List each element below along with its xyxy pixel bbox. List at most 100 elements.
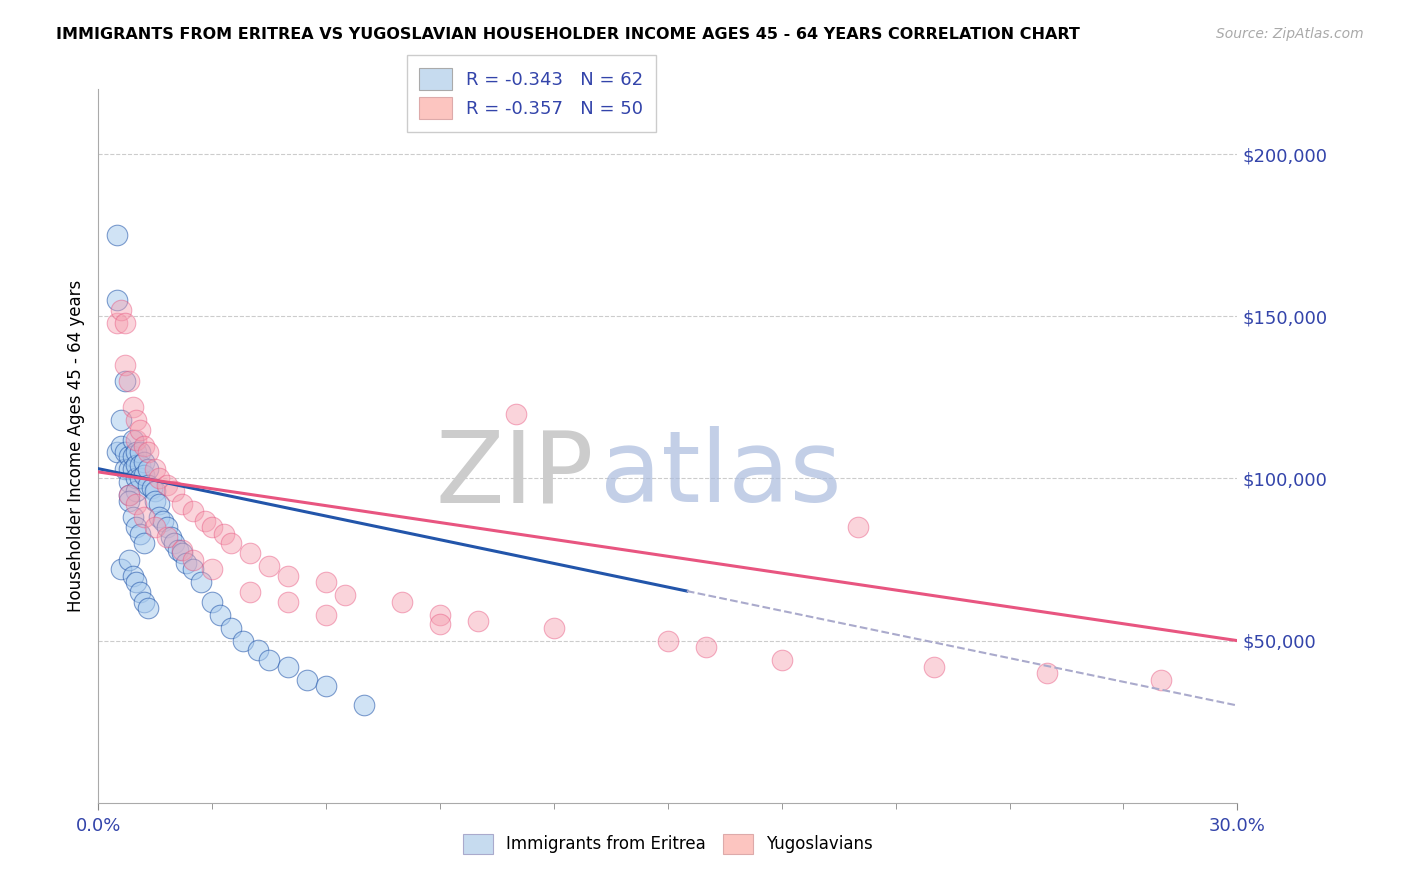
Point [167,542,190,557]
Point [118,461,141,475]
Point [118,374,141,388]
Point [125,445,148,459]
Point [170,542,193,557]
Point [277,659,299,673]
Point [114,461,136,475]
Point [212,526,235,541]
Point [136,461,159,475]
Text: IMMIGRANTS FROM ERITREA VS YUGOSLAVIAN HOUSEHOLDER INCOME AGES 45 - 64 YEARS COR: IMMIGRANTS FROM ERITREA VS YUGOSLAVIAN H… [56,27,1080,42]
Point [125,497,148,511]
Point [208,607,231,622]
Point [129,458,152,473]
Point [107,445,129,459]
Point [132,455,155,469]
Point [156,478,179,492]
Point [125,458,148,473]
Point [232,633,254,648]
Point [297,673,319,687]
Point [141,481,163,495]
Point [505,407,527,421]
Point [201,520,224,534]
Point [129,423,152,437]
Point [259,559,281,574]
Point [114,374,136,388]
Point [315,575,337,590]
Point [190,575,212,590]
Point [221,536,243,550]
Point [201,595,224,609]
Point [145,520,167,534]
Point [118,488,141,502]
Point [201,562,224,576]
Point [125,484,148,499]
Text: atlas: atlas [599,426,841,523]
Point [121,568,143,582]
Point [194,514,217,528]
Point [259,653,281,667]
Point [148,471,170,485]
Point [118,552,141,566]
Point [121,400,143,414]
Point [118,488,141,502]
Point [107,293,129,307]
Point [125,575,148,590]
Point [277,595,299,609]
Point [163,484,186,499]
Point [1036,666,1059,681]
Point [152,514,174,528]
Point [353,698,375,713]
Point [846,520,869,534]
Point [183,504,205,518]
Point [118,449,141,463]
Point [121,433,143,447]
Point [770,653,793,667]
Point [335,588,357,602]
Point [246,643,269,657]
Legend: Immigrants from Eritrea, Yugoslavians: Immigrants from Eritrea, Yugoslavians [454,825,882,863]
Point [163,536,186,550]
Point [148,510,170,524]
Y-axis label: Householder Income Ages 45 - 64 years: Householder Income Ages 45 - 64 years [66,280,84,612]
Point [107,228,129,243]
Point [657,633,679,648]
Point [922,659,945,673]
Point [132,595,155,609]
Point [110,302,132,317]
Point [391,595,413,609]
Point [132,510,155,524]
Point [145,484,167,499]
Point [429,617,451,632]
Point [118,494,141,508]
Point [121,461,143,475]
Point [543,621,565,635]
Point [136,601,159,615]
Point [174,556,197,570]
Point [170,497,193,511]
Point [110,413,132,427]
Point [125,413,148,427]
Point [1150,673,1173,687]
Point [125,520,148,534]
Point [429,607,451,622]
Point [110,562,132,576]
Point [129,585,152,599]
Point [107,316,129,330]
Point [114,316,136,330]
Point [239,546,262,560]
Text: Source: ZipAtlas.com: Source: ZipAtlas.com [1216,27,1364,41]
Point [315,679,337,693]
Point [145,494,167,508]
Point [125,433,148,447]
Point [183,552,205,566]
Point [136,478,159,492]
Point [170,546,193,560]
Point [159,530,181,544]
Point [110,439,132,453]
Point [118,475,141,489]
Point [695,640,717,654]
Point [114,445,136,459]
Point [148,497,170,511]
Point [121,510,143,524]
Point [467,614,489,628]
Point [121,449,143,463]
